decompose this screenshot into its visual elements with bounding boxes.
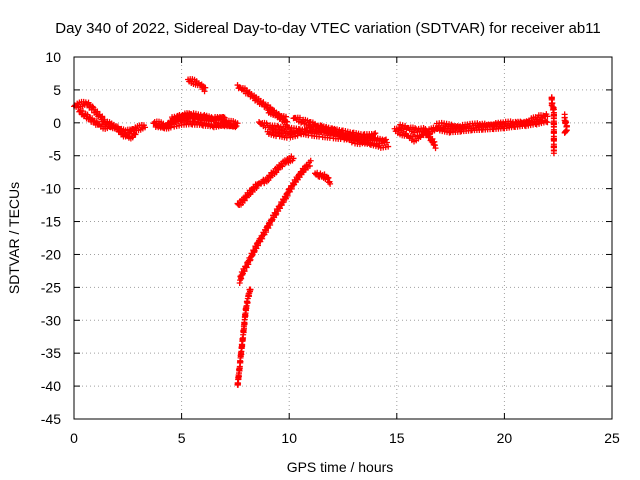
chart-title: Day 340 of 2022, Sidereal Day-to-day VTE… (55, 20, 601, 37)
data-point (544, 113, 551, 120)
data-point (201, 88, 208, 95)
data-point (84, 111, 91, 118)
data-point (383, 136, 390, 143)
data-point (202, 84, 209, 91)
data-point (307, 157, 314, 164)
y-tick-label: 10 (45, 49, 61, 65)
data-point (371, 131, 378, 138)
x-tick-label: 25 (604, 430, 620, 446)
x-tick-label: 20 (497, 430, 513, 446)
data-point (220, 114, 227, 121)
x-tick-label: 10 (281, 430, 297, 446)
data-point (231, 123, 238, 130)
data-point (274, 122, 281, 129)
data-point (99, 113, 106, 120)
y-tick-label: -30 (41, 312, 61, 328)
data-point (129, 134, 136, 141)
x-tick-label: 15 (389, 430, 405, 446)
data-point (412, 125, 419, 132)
data-point (282, 113, 289, 120)
y-tick-label: 0 (53, 115, 61, 131)
data-point (232, 124, 239, 131)
data-point (234, 120, 241, 127)
y-tick-label: -25 (41, 279, 61, 295)
data-point (114, 123, 121, 130)
data-point (385, 143, 392, 150)
data-point (75, 104, 82, 111)
y-tick-label: 5 (53, 82, 61, 98)
data-point (550, 147, 557, 154)
data-point (372, 130, 379, 137)
data-point (383, 139, 390, 146)
data-point (247, 286, 254, 293)
data-point (133, 127, 140, 134)
data-point (89, 103, 96, 110)
y-tick-label: -35 (41, 345, 61, 361)
data-point (79, 108, 86, 115)
data-point (432, 145, 439, 152)
data-point (176, 113, 183, 120)
plot-frame (73, 56, 613, 420)
data-point (296, 114, 303, 121)
x-tick-label: 5 (178, 430, 186, 446)
data-point (167, 124, 174, 131)
x-axis-label: GPS time / hours (287, 459, 394, 475)
data-point (253, 184, 260, 191)
y-tick-label: -45 (41, 411, 61, 427)
y-tick-label: -15 (41, 214, 61, 230)
data-point (284, 118, 291, 125)
data-point (348, 139, 355, 146)
tick-layer: 0 5 10 15 20 25 10 5 0 -5 -10 -15 -20 -25 -30 -35 -40 -45 (41, 49, 620, 446)
y-tick-label: -40 (41, 378, 61, 394)
y-axis-label: SDTVAR / TECUs (6, 182, 22, 294)
data-point (327, 180, 334, 187)
grid-layer (74, 57, 612, 419)
data-point (93, 118, 100, 125)
data-point (294, 132, 301, 139)
data-point (142, 124, 149, 131)
data-point (305, 122, 312, 129)
data-point (305, 129, 312, 136)
data-point (132, 131, 139, 138)
data-points (71, 76, 570, 388)
data-point (221, 114, 228, 121)
data-point (94, 108, 101, 115)
data-point (561, 129, 568, 136)
data-point (290, 155, 297, 162)
data-point (306, 162, 313, 169)
data-point (544, 119, 551, 126)
data-point (302, 166, 309, 173)
data-point (298, 119, 305, 126)
x-tick-label: 0 (70, 430, 78, 446)
data-point (340, 130, 346, 137)
y-tick-label: -10 (41, 181, 61, 197)
y-tick-label: -20 (41, 246, 61, 262)
data-point (274, 129, 281, 136)
y-tick-label: -5 (49, 148, 62, 164)
